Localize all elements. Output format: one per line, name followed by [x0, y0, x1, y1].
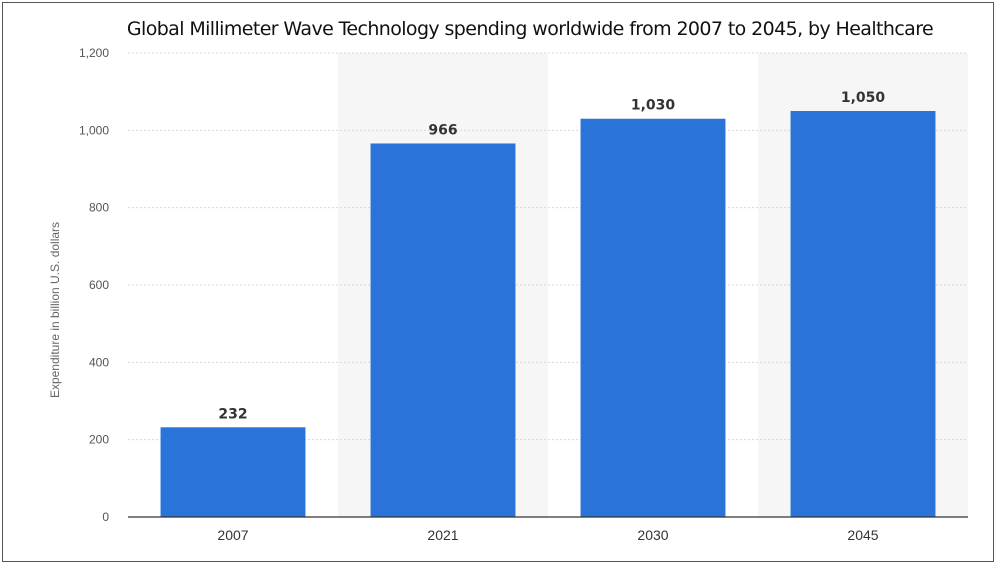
- data-label: 1,030: [631, 98, 676, 114]
- x-tick-label: 2007: [217, 527, 248, 543]
- data-label: 966: [428, 122, 457, 138]
- data-label: 232: [218, 406, 247, 422]
- bars: [160, 111, 936, 518]
- y-tick-label: 1,200: [79, 46, 109, 60]
- x-axis-ticks: 2007 2021 2030 2045: [217, 527, 878, 543]
- bar: [370, 143, 516, 518]
- bar: [580, 118, 726, 517]
- data-labels: 232 966 1,030 1,050: [218, 90, 885, 422]
- bar: [790, 111, 936, 517]
- bar-chart: 0 200 400 600 800 1,000 1,200 232 966 1,030 1,050…: [48, 46, 968, 543]
- data-label: 1,050: [841, 90, 886, 106]
- y-axis-ticks: 0 200 400 600 800 1,000 1,200: [79, 46, 109, 524]
- y-axis-title: Expenditure in billion U.S. dollars: [48, 222, 62, 398]
- chart-title: Global Millimeter Wave Technology spendi…: [126, 18, 934, 40]
- y-tick-label: 600: [89, 278, 109, 292]
- y-tick-label: 800: [89, 201, 109, 215]
- y-tick-label: 400: [89, 355, 109, 369]
- y-tick-label: 0: [102, 510, 109, 524]
- bar: [160, 427, 306, 517]
- x-tick-label: 2045: [847, 527, 878, 543]
- x-tick-label: 2030: [637, 527, 668, 543]
- y-tick-label: 200: [89, 433, 109, 447]
- x-tick-label: 2021: [427, 527, 458, 543]
- y-tick-label: 1,000: [79, 123, 109, 137]
